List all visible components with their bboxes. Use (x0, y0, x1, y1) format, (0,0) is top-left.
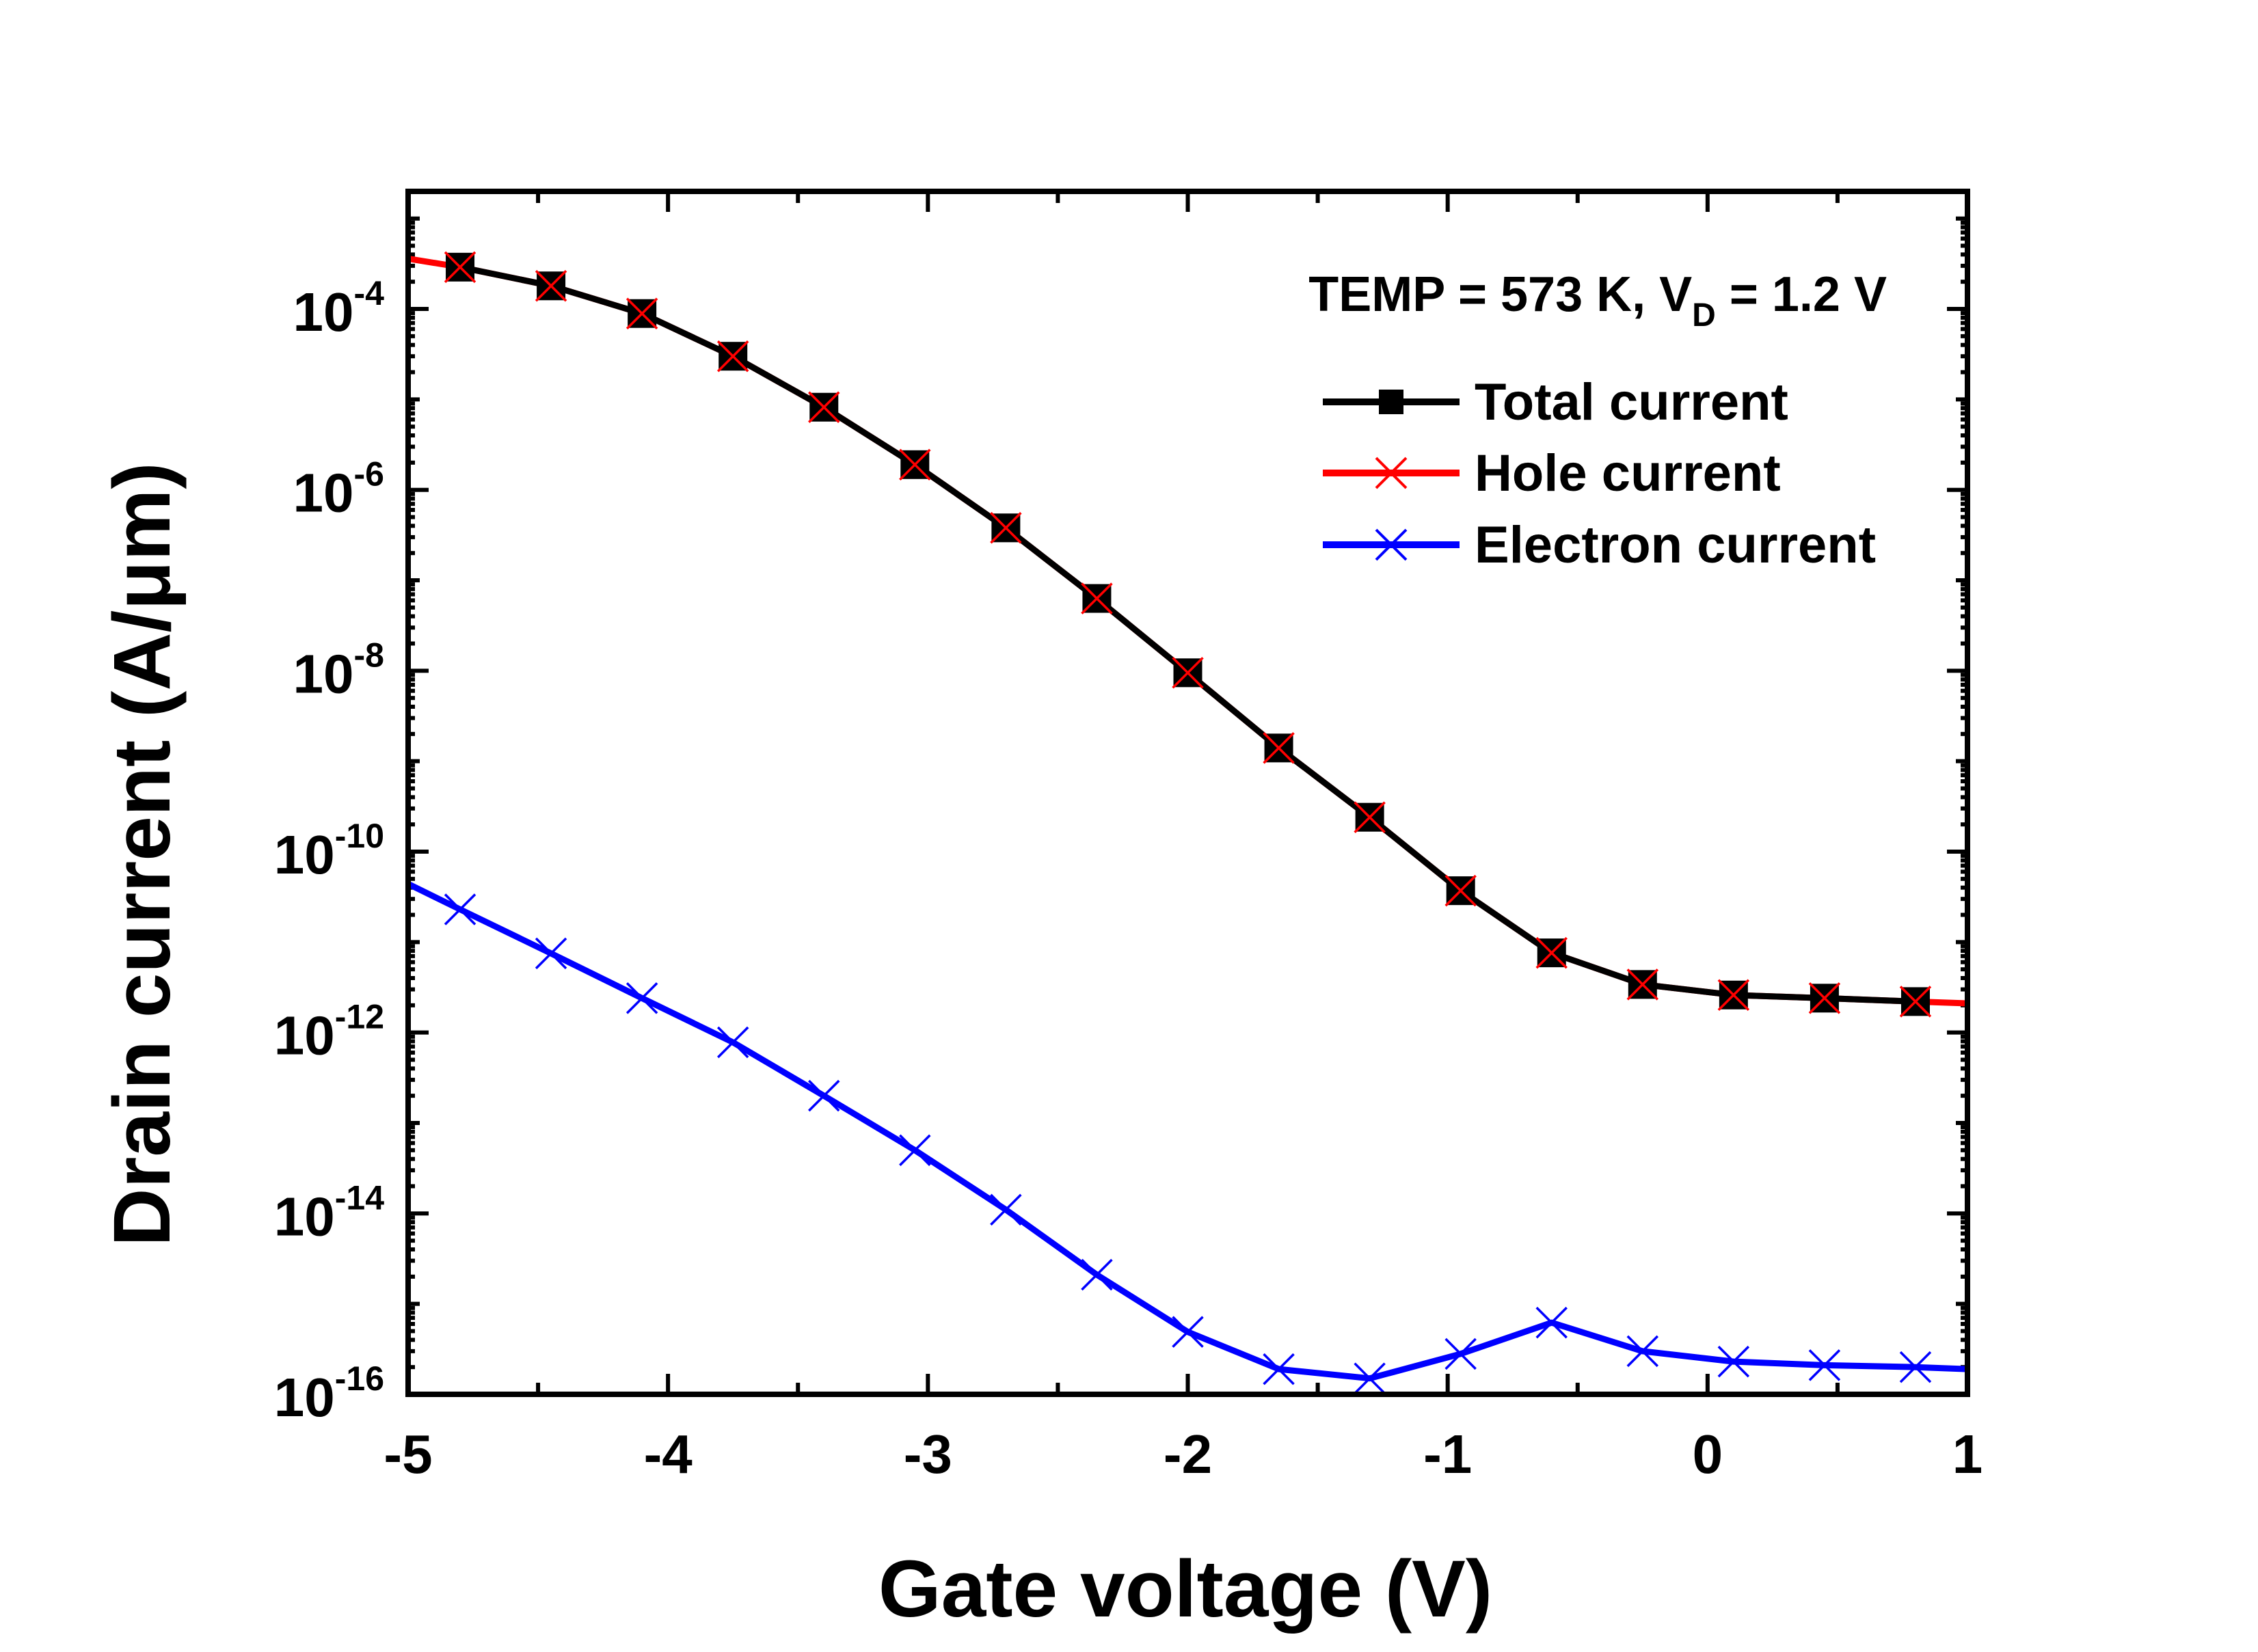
data-point-x (444, 251, 476, 284)
data-point-x (1535, 936, 1568, 969)
data-point-x (1081, 582, 1113, 614)
data-point-x (1172, 1316, 1204, 1348)
y-tick-label-base: 10 (274, 1367, 335, 1428)
y-tick-label-exponent: -14 (335, 1178, 384, 1217)
y-tick-label: 10-10 (274, 817, 384, 885)
data-point-x (626, 982, 658, 1014)
data-point-x (535, 937, 567, 970)
data-point-x (716, 1026, 749, 1059)
legend-entry-electron-current: Electron current (1323, 516, 1876, 574)
legend-entry-hole-current: Hole current (1323, 444, 1781, 502)
x-tick-label: -3 (904, 1424, 952, 1485)
data-point-x (1717, 979, 1750, 1011)
y-tick-label: 10-12 (274, 998, 384, 1066)
data-point-x (716, 340, 749, 373)
y-tick-label: 10-6 (293, 455, 384, 524)
y-tick-label: 10-8 (293, 636, 384, 704)
legend-label-total-current: Total current (1475, 373, 1788, 431)
x-tick-label: -4 (644, 1424, 693, 1485)
y-tick-label-exponent: -4 (354, 274, 385, 312)
legend-marker-total-current (1379, 390, 1403, 414)
y-tick-label-exponent: -8 (354, 636, 384, 674)
series-hole-current-markers (444, 251, 1932, 1018)
y-tick-label: 10-16 (274, 1359, 384, 1428)
y-tick-label-exponent: -6 (354, 455, 384, 493)
data-point-x (1263, 732, 1295, 764)
y-tick-label-exponent: -16 (335, 1359, 384, 1398)
data-point-x (1808, 1349, 1841, 1381)
legend: Total current Hole current Electron curr… (1323, 373, 1876, 574)
y-tick-label: 10-14 (274, 1178, 384, 1247)
y-tick-label-base: 10 (274, 1005, 335, 1066)
data-point-x (990, 512, 1022, 544)
data-point-x (1444, 1338, 1477, 1370)
legend-label-hole-current: Hole current (1475, 444, 1781, 502)
data-point-x (444, 893, 476, 925)
legend-marker-hole-current (1375, 457, 1408, 489)
data-point-x (1899, 986, 1932, 1018)
x-axis-label: Gate voltage (V) (878, 1544, 1492, 1634)
tick-labels: -5 -4 -3 -2 -1 0 110-1610-1410-1210-1010-810-6… (274, 274, 1983, 1485)
legend-entry-total-current: Total current (1323, 373, 1788, 431)
x-tick-label: -2 (1164, 1424, 1212, 1485)
x-tick-label: 1 (1952, 1424, 1983, 1485)
x-tick-label: 0 (1693, 1424, 1723, 1485)
y-axis-label: Drain current (A/μm) (97, 462, 187, 1246)
data-point-x (626, 297, 658, 329)
y-tick-label-base: 10 (293, 643, 354, 704)
data-point-x (535, 270, 567, 302)
data-point-x (808, 391, 840, 424)
data-point-x (1808, 982, 1841, 1014)
annotation-text: TEMP = 573 K, VD = 1.2 V (1308, 267, 1887, 334)
y-tick-label-exponent: -10 (335, 817, 384, 855)
data-point-x (1535, 1306, 1568, 1339)
data-point-x (1626, 969, 1659, 1001)
data-point-x (1899, 1351, 1932, 1383)
legend-label-electron-current: Electron current (1475, 516, 1876, 574)
data-point-x (1717, 1345, 1750, 1378)
data-point-x (1354, 1362, 1386, 1394)
data-point-x (1081, 1258, 1113, 1291)
data-point-x (1172, 657, 1204, 689)
annotation-suffix: = 1.2 V (1716, 267, 1887, 322)
data-point-x (899, 448, 931, 481)
y-tick-label-base: 10 (274, 824, 335, 885)
x-tick-label: -5 (384, 1424, 432, 1485)
y-tick-label-exponent: -12 (335, 998, 384, 1036)
data-point-x (990, 1193, 1022, 1226)
data-point-x (1354, 801, 1386, 833)
data-point-x (1444, 874, 1477, 907)
plot-area: -5 -4 -3 -2 -1 0 110-1610-1410-1210-1010-810-6… (274, 189, 1983, 1485)
y-tick-label-base: 10 (274, 1186, 335, 1247)
data-point-x (1626, 1335, 1659, 1368)
y-tick-label-base: 10 (293, 463, 354, 524)
x-tick-label: -1 (1423, 1424, 1472, 1485)
annotation-prefix: TEMP = 573 K, V (1308, 267, 1692, 322)
series-electron-current-markers (444, 893, 1932, 1394)
plot-frame (405, 189, 1970, 1397)
data-point-x (899, 1134, 931, 1167)
y-tick-label-base: 10 (293, 282, 354, 342)
data-point-x (808, 1079, 840, 1112)
legend-marker-electron-current (1375, 528, 1408, 561)
data-point-x (1263, 1353, 1295, 1385)
annotation-subscript: D (1692, 297, 1716, 334)
y-tick-label: 10-4 (293, 274, 385, 342)
